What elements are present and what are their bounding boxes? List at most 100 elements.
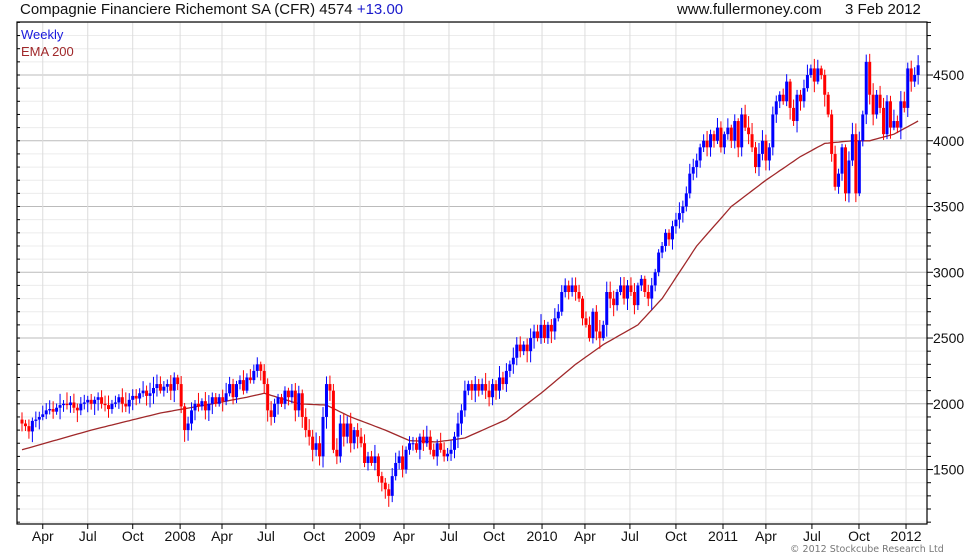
candle-down [799,94,802,102]
candle-down [494,384,498,391]
candle-up [96,397,100,400]
candle-down [134,395,138,399]
candle-down [646,292,650,299]
ema-200-line [21,120,919,451]
candle-up [473,384,477,391]
candle-up [522,344,526,352]
x-tick-label: Apr [393,528,415,544]
candle-up [30,420,34,432]
candle-up [297,393,301,411]
candle-up [691,167,695,174]
candle-down [335,449,339,457]
candle-up [892,121,896,128]
candle-down [421,436,425,444]
candle-down [20,419,24,424]
ema-layer [21,120,919,451]
candle-down [369,456,373,463]
y-tick-label: 4000 [933,133,964,149]
candle-down [120,397,124,404]
candle-up [816,68,820,82]
candle-down [712,134,716,141]
candle-up [141,390,145,394]
candle-up [757,153,761,168]
candle-down [812,68,816,82]
candle-down [587,324,591,339]
candle-down [307,430,311,437]
candle-up [553,318,557,332]
candle-up [37,416,41,420]
candle-up [906,68,910,108]
candle-down [736,121,740,148]
candle-up [172,377,176,391]
candle-down [854,134,858,194]
candle-up [155,384,159,389]
candle-up [62,403,66,406]
candle-down [549,324,553,332]
y-tick-label: 3000 [933,264,964,280]
candle-down [72,402,76,408]
chart-date: 3 Feb 2012 [845,1,921,18]
x-tick-label: Jul [440,528,458,544]
candle-up [151,388,155,394]
candle-down [823,75,827,95]
candle-up [210,397,214,404]
candle-down [895,121,899,128]
candle-up [674,219,678,227]
candle-down [65,403,69,406]
candle-down [428,436,432,450]
candle-up [695,160,699,168]
candle-down [51,409,55,412]
candle-up [235,384,239,398]
candle-down [826,94,830,115]
candle-down [89,399,93,404]
candle-up [352,430,356,444]
candle-up [321,416,325,457]
candle-down [145,390,149,396]
x-tick-label: Apr [755,528,777,544]
plot-frame [16,21,928,525]
candle-down [501,377,505,385]
price-change: +13.00 [356,1,404,18]
candle-up [740,114,744,148]
candle-up [68,402,72,406]
candle-down [262,370,266,385]
candle-up [771,114,775,148]
candle-up [805,75,809,89]
candle-up [847,160,851,194]
candle-up [193,403,197,411]
candle-up [138,393,142,399]
site-link[interactable]: www.fullermoney.com [677,1,822,18]
candle-up [456,423,460,437]
candle-down [612,298,616,306]
candle-down [536,331,540,339]
candle-down [743,114,747,128]
x-tick-label: Apr [211,528,233,544]
candle-down [304,416,308,431]
candle-up [324,384,328,417]
candle-down [542,324,546,339]
candle-up [338,423,342,457]
candle-down [902,101,906,108]
candle-up [162,386,166,391]
candle-down [477,384,481,391]
candle-down [356,430,360,437]
candle-down [484,384,488,391]
candle-down [196,403,200,407]
candle-up [41,414,45,417]
candle-down [248,377,252,381]
candle-up [165,384,169,387]
candle-up [186,423,190,431]
candle-up [913,75,917,82]
candle-down [176,377,180,385]
x-tick-label: Oct [665,528,687,544]
candle-up [497,377,501,391]
candle-down [888,101,892,128]
candle-up [857,140,861,194]
x-tick-label: 2008 [165,528,196,544]
x-tick-label: Oct [848,528,870,544]
candle-up [660,245,664,253]
candle-down [868,61,872,95]
candle-up [840,147,844,174]
candle-up [899,101,903,128]
